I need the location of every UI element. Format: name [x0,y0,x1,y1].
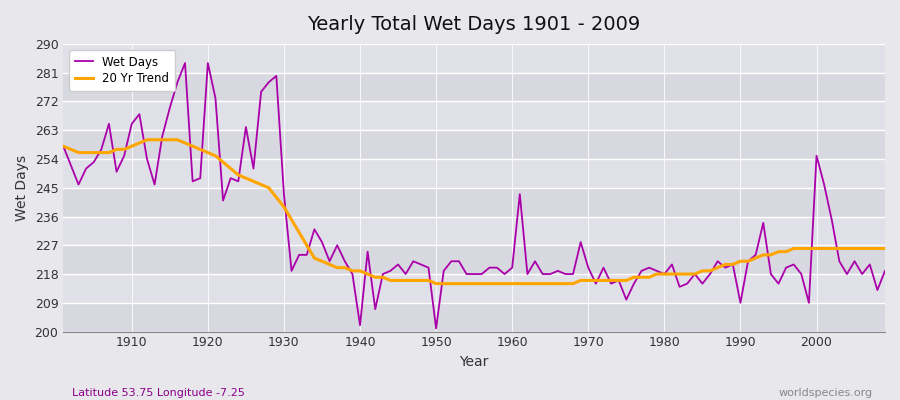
Text: Latitude 53.75 Longitude -7.25: Latitude 53.75 Longitude -7.25 [72,388,245,398]
Bar [63,303,885,332]
20 Yr Trend [141,137,152,142]
Wet Days [879,268,890,273]
Bar [63,130,885,159]
Bar [63,188,885,216]
Wet Days [180,61,191,66]
Wet Days [431,326,442,331]
Bar [63,159,885,188]
Bar [63,216,885,245]
Wet Days [522,272,533,276]
20 Yr Trend [613,278,624,283]
20 Yr Trend [879,246,890,251]
Wet Days [119,153,130,158]
Title: Yearly Total Wet Days 1901 - 2009: Yearly Total Wet Days 1901 - 2009 [308,15,641,34]
Bar [63,73,885,102]
Wet Days [58,144,68,148]
Wet Days [339,259,350,264]
X-axis label: Year: Year [460,355,489,369]
Line: 20 Yr Trend: 20 Yr Trend [63,140,885,284]
Line: Wet Days: Wet Days [63,63,885,328]
20 Yr Trend [339,265,350,270]
Bar [63,274,885,303]
20 Yr Trend [515,281,526,286]
20 Yr Trend [58,144,68,148]
20 Yr Trend [293,230,304,235]
20 Yr Trend [431,281,442,286]
Text: worldspecies.org: worldspecies.org [778,388,873,398]
20 Yr Trend [119,147,130,152]
Legend: Wet Days, 20 Yr Trend: Wet Days, 20 Yr Trend [69,50,176,91]
Bar [63,102,885,130]
Bar [63,44,885,73]
20 Yr Trend [522,281,533,286]
Wet Days [515,192,526,196]
Wet Days [613,278,624,283]
Wet Days [293,252,304,257]
Bar [63,245,885,274]
Y-axis label: Wet Days: Wet Days [15,155,29,221]
